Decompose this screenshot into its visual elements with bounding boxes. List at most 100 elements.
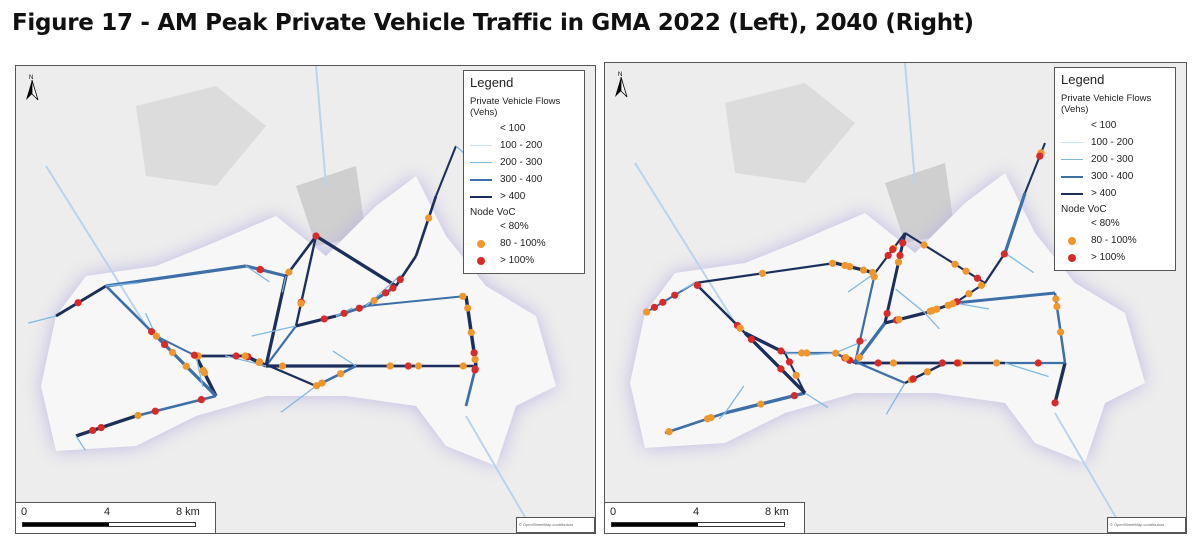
- node-voc-marker: [909, 375, 917, 383]
- river-line: [45, 66, 536, 533]
- road-link: [295, 314, 337, 328]
- node-voc-marker: [859, 266, 868, 274]
- node-voc-marker: [1051, 399, 1059, 407]
- legend-voc-item: 80 - 100%: [1061, 232, 1169, 249]
- road-link-minor: [724, 385, 745, 414]
- node-voc-marker: [241, 352, 249, 360]
- map-attribution: © OpenStreetMap contributors: [1107, 517, 1186, 533]
- node-voc-marker: [197, 396, 205, 404]
- node-voc-marker: [340, 309, 348, 317]
- node-voc-marker: [278, 362, 287, 370]
- node-voc-marker: [425, 214, 433, 222]
- scale-tick-8: 8 km: [765, 506, 789, 518]
- node-voc-marker: [89, 426, 97, 435]
- road-link-minor: [718, 412, 726, 420]
- road-link: [155, 335, 197, 357]
- node-voc-marker: [747, 335, 756, 344]
- road-link: [743, 331, 807, 395]
- legend-flow-label: < 100: [1091, 120, 1117, 131]
- road-link-minor: [280, 385, 317, 413]
- legend-voc-item: < 80%: [470, 218, 578, 235]
- land-area: [136, 86, 266, 186]
- legend-flow-label: > 400: [500, 191, 526, 202]
- road-link-minor: [847, 272, 876, 293]
- flow-line-swatch: [470, 178, 492, 181]
- legend-flow-label: 200 - 300: [500, 157, 543, 168]
- voc-title: Node VoC: [470, 207, 516, 218]
- node-voc-marker: [285, 268, 293, 276]
- flow-line-swatch: [470, 162, 492, 163]
- node-voc-marker: [396, 276, 404, 284]
- road-link: [853, 272, 877, 364]
- node-voc-marker: [650, 303, 658, 311]
- legend-title: Legend: [1061, 72, 1105, 87]
- scale-tick-4: 4: [693, 506, 700, 518]
- figure-title: Figure 17 - AM Peak Private Vehicle Traf…: [12, 10, 974, 36]
- land-area: [725, 83, 855, 183]
- road-link: [1003, 192, 1027, 254]
- node-voc-marker: [993, 359, 1001, 367]
- legend-flow-item: < 100: [470, 120, 578, 137]
- flows-title: Private Vehicle Flows (Vehs): [1061, 93, 1152, 115]
- road-link-minor: [804, 392, 829, 409]
- road-link: [1053, 362, 1067, 404]
- scale-bar: 0 4 8 km: [16, 502, 216, 533]
- road-link-minor: [251, 325, 297, 337]
- node-voc-marker: [152, 332, 160, 340]
- road-link: [954, 291, 1056, 305]
- road-link-minor: [885, 382, 906, 415]
- node-voc-marker: [896, 251, 904, 260]
- node-voc-marker: [232, 352, 240, 360]
- node-voc-marker: [404, 362, 412, 370]
- node-voc-marker: [798, 349, 806, 357]
- node-voc-marker: [312, 382, 321, 390]
- flow-line-swatch: [1061, 192, 1083, 195]
- road-link: [435, 145, 457, 197]
- map-legend: Legend Private Vehicle Flows (Vehs) < 10…: [463, 70, 585, 274]
- road-link: [984, 252, 1006, 284]
- map-attribution: © OpenStreetMap contributors: [516, 517, 595, 533]
- node-voc-marker: [777, 347, 785, 355]
- road-link: [414, 195, 438, 257]
- node-voc-marker: [337, 370, 345, 378]
- node-voc-marker: [757, 400, 765, 408]
- road-link: [105, 264, 247, 288]
- road-link-minor: [75, 435, 86, 451]
- road-link: [75, 414, 137, 438]
- flow-line-swatch: [470, 145, 492, 146]
- north-label: N: [29, 75, 33, 81]
- road-link-minor: [895, 288, 926, 314]
- road-link-minor: [281, 275, 287, 293]
- flow-line-swatch: [1061, 125, 1083, 126]
- node-voc-marker: [856, 337, 864, 345]
- legend-flow-item: > 400: [1061, 185, 1169, 202]
- flow-line-swatch: [470, 128, 492, 129]
- legend-voc-label: < 80%: [1091, 218, 1120, 229]
- road-link: [884, 311, 926, 325]
- urban-area: [885, 163, 955, 243]
- voc-title: Node VoC: [1061, 204, 1107, 215]
- legend-flow-item: 200 - 300: [470, 154, 578, 171]
- node-voc-marker: [973, 274, 982, 282]
- road-link-minor: [332, 350, 357, 367]
- flow-line-swatch: [1061, 142, 1083, 143]
- road-link-minor: [245, 265, 270, 283]
- node-voc-marker: [855, 353, 863, 361]
- scale-tick-8: 8 km: [176, 506, 200, 518]
- map-legend: Legend Private Vehicle Flows (Vehs) < 10…: [1054, 67, 1176, 271]
- node-voc-marker: [977, 281, 986, 289]
- legend-flow-item: < 100: [1061, 117, 1169, 134]
- node-voc-marker: [459, 292, 467, 300]
- node-voc-marker: [97, 424, 105, 432]
- legend-voc-label: > 100%: [1091, 252, 1126, 263]
- node-voc-marker: [370, 296, 378, 305]
- scale-tick-0: 0: [21, 506, 28, 518]
- legend-flow-item: > 400: [470, 188, 578, 205]
- legend-voc-item: 80 - 100%: [470, 235, 578, 252]
- node-voc-marker: [471, 355, 479, 364]
- node-voc-marker: [659, 298, 667, 306]
- node-voc-marker: [951, 260, 959, 268]
- node-voc-marker: [938, 359, 946, 367]
- node-voc-marker: [256, 265, 264, 274]
- voc-dot-swatch: [1068, 236, 1076, 245]
